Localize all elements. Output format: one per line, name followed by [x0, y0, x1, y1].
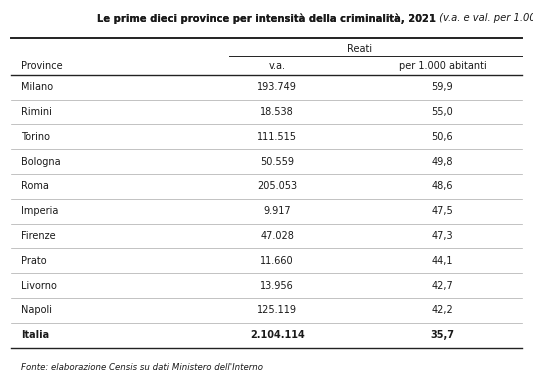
Text: 50.559: 50.559 — [260, 157, 294, 167]
Text: v.a.: v.a. — [269, 61, 286, 71]
Text: Firenze: Firenze — [21, 231, 56, 241]
Text: 50,6: 50,6 — [432, 132, 453, 142]
Text: 47,3: 47,3 — [432, 231, 453, 241]
Text: Rimini: Rimini — [21, 107, 52, 117]
Text: 47,5: 47,5 — [432, 206, 453, 216]
Text: 193.749: 193.749 — [257, 82, 297, 92]
Text: 44,1: 44,1 — [432, 256, 453, 266]
Text: Le prime dieci province per intensità della criminalità, 2021: Le prime dieci province per intensità de… — [97, 13, 436, 24]
Text: Prato: Prato — [21, 256, 47, 266]
Text: 42,7: 42,7 — [432, 281, 453, 291]
Text: 9.917: 9.917 — [263, 206, 291, 216]
Text: 48,6: 48,6 — [432, 182, 453, 192]
Text: Reati: Reati — [347, 44, 373, 54]
Text: Milano: Milano — [21, 82, 53, 92]
Text: 47.028: 47.028 — [260, 231, 294, 241]
Text: Bologna: Bologna — [21, 157, 61, 167]
Text: (v.a. e val. per 1.000 abitanti): (v.a. e val. per 1.000 abitanti) — [436, 13, 533, 23]
Text: 35,7: 35,7 — [430, 330, 455, 340]
Text: Napoli: Napoli — [21, 306, 52, 315]
Text: 2.104.114: 2.104.114 — [250, 330, 304, 340]
Text: 49,8: 49,8 — [432, 157, 453, 167]
Text: 11.660: 11.660 — [260, 256, 294, 266]
Text: 55,0: 55,0 — [432, 107, 453, 117]
Text: Roma: Roma — [21, 182, 49, 192]
Text: Livorno: Livorno — [21, 281, 57, 291]
Text: per 1.000 abitanti: per 1.000 abitanti — [399, 61, 486, 71]
Text: Torino: Torino — [21, 132, 50, 142]
Text: 18.538: 18.538 — [260, 107, 294, 117]
Text: 42,2: 42,2 — [432, 306, 453, 315]
Text: 13.956: 13.956 — [260, 281, 294, 291]
Text: Imperia: Imperia — [21, 206, 59, 216]
Text: 111.515: 111.515 — [257, 132, 297, 142]
Text: Fonte: elaborazione Censis su dati Ministero dell'Interno: Fonte: elaborazione Censis su dati Minis… — [21, 363, 263, 372]
Text: Le prime dieci province per intensità della criminalità, 2021: Le prime dieci province per intensità de… — [97, 13, 436, 24]
Text: 205.053: 205.053 — [257, 182, 297, 192]
Text: 59,9: 59,9 — [432, 82, 453, 92]
Text: 125.119: 125.119 — [257, 306, 297, 315]
Text: Province: Province — [21, 61, 63, 71]
Text: Italia: Italia — [21, 330, 50, 340]
